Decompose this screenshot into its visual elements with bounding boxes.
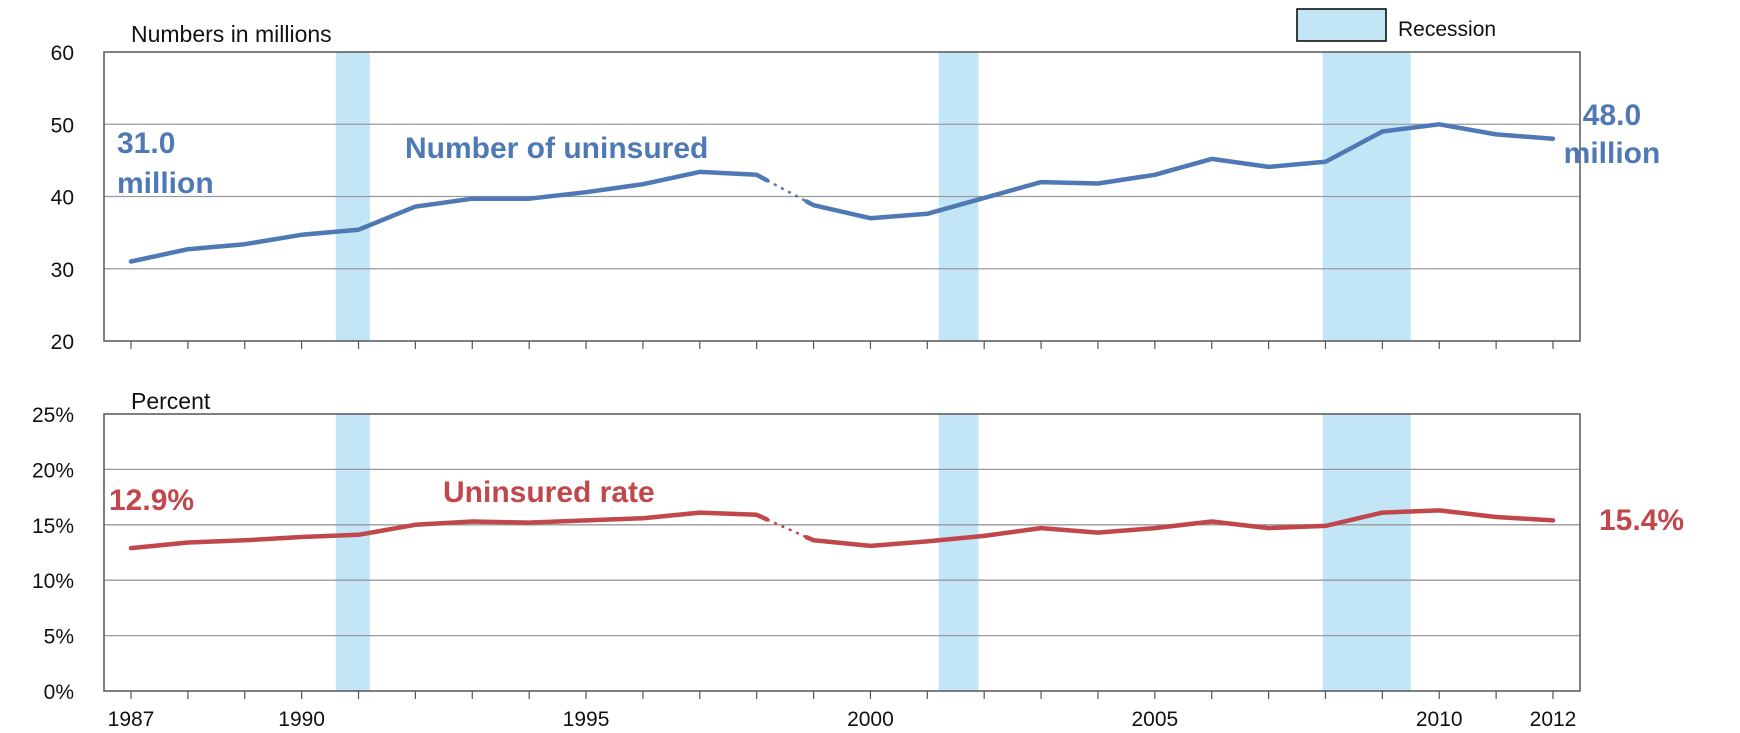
legend-recession-swatch bbox=[1296, 8, 1387, 42]
legend-recession-label: Recession bbox=[1398, 18, 1496, 41]
series-dotted-gap bbox=[766, 518, 808, 539]
x-tick-label: 2010 bbox=[1416, 708, 1463, 731]
annotation-label: million bbox=[117, 167, 214, 200]
panel-number-uninsured: 20 30 40 50 60 Numbers in millions 31.0 million… bbox=[51, 21, 1661, 354]
y-tick-label: 50 bbox=[51, 114, 74, 137]
x-tick-label: 2000 bbox=[847, 708, 894, 731]
x-tick-label: 1987 bbox=[108, 708, 155, 731]
y-tick-label: 5% bbox=[44, 626, 74, 649]
recession-band-3 bbox=[1322, 414, 1411, 691]
x-tick-label: 1995 bbox=[563, 708, 610, 731]
y-tick-label: 10% bbox=[32, 570, 74, 593]
recession-band-2 bbox=[938, 414, 979, 691]
x-tick-label: 2005 bbox=[1131, 708, 1178, 731]
y-tick-label: 25% bbox=[32, 404, 74, 427]
series-line-segment bbox=[804, 122, 1556, 221]
annotation-label: 48.0 bbox=[1583, 99, 1641, 132]
y-tick-label: 20 bbox=[51, 331, 74, 354]
plot-frame bbox=[103, 51, 1581, 342]
y-tick-label: 40 bbox=[51, 187, 74, 210]
annotation-label: million bbox=[1564, 137, 1661, 170]
chart-legend: Recession bbox=[1296, 8, 1496, 42]
x-tick-label: 1990 bbox=[278, 708, 325, 731]
annotation-label: Number of uninsured bbox=[405, 132, 708, 165]
x-tick-label: 2012 bbox=[1530, 708, 1577, 731]
series-line-segment bbox=[128, 510, 770, 551]
panel-label: Numbers in millions bbox=[131, 21, 332, 47]
plot-frame bbox=[103, 413, 1581, 692]
annotation-label: 15.4% bbox=[1599, 504, 1684, 537]
annotation-label: Uninsured rate bbox=[443, 476, 655, 509]
series-line-segment bbox=[804, 508, 1556, 549]
panel-uninsured-rate: 0% 5% 10% 15% 20% 25% 1987 1990 1995 2000 2005 2010… bbox=[32, 388, 1684, 731]
series-dotted-gap bbox=[766, 179, 808, 203]
series-line-segment bbox=[128, 169, 770, 264]
y-tick-label: 30 bbox=[51, 259, 74, 282]
y-tick-label: 20% bbox=[32, 459, 74, 482]
y-tick-label: 60 bbox=[51, 42, 74, 65]
annotation-label: 31.0 bbox=[117, 127, 175, 160]
panel-label: Percent bbox=[131, 388, 211, 414]
y-tick-label: 0% bbox=[44, 681, 74, 704]
annotation-label: 12.9% bbox=[109, 484, 194, 517]
recession-band-1 bbox=[335, 414, 370, 691]
y-tick-label: 15% bbox=[32, 515, 74, 538]
